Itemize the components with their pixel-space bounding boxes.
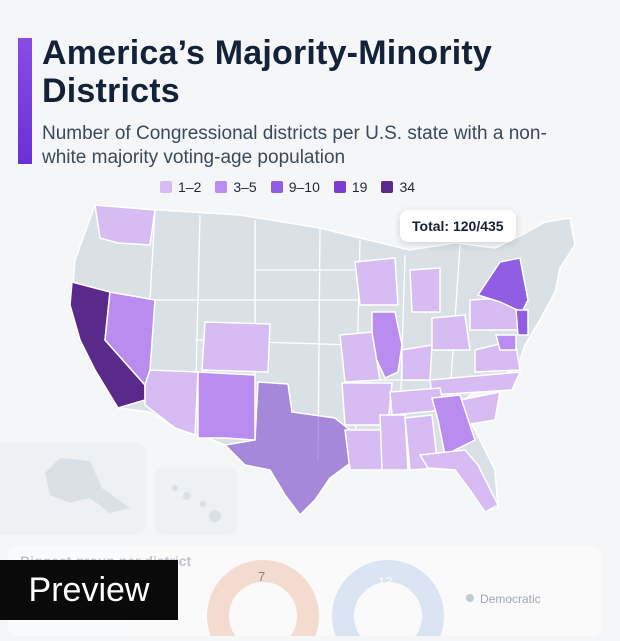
legend-item: 1–2 [160,179,201,195]
state-maryland [495,334,517,351]
accent-bar [18,38,32,164]
state-arizona [144,369,199,437]
legend-item: 34 [381,179,415,195]
state-colorado [201,321,271,373]
state-washington [94,204,156,246]
hawaii-shape [172,485,221,522]
legend-item: 19 [333,179,368,195]
bottom-donuts: 7 13 Democratic [207,560,541,641]
state-new-jersey [515,309,529,336]
legend-item: 9–10 [270,179,320,195]
legend-label: 9–10 [288,179,320,195]
map-legend: 1–2 3–5 9–10 19 34 [160,179,415,195]
legend-swatch [160,181,172,193]
legend-swatch [215,181,228,193]
page-subtitle: Number of Congressional districts per U.… [42,123,547,168]
legend-swatch [333,181,346,193]
legend-party: Democratic [480,592,541,606]
donut-value: 13 [378,574,392,589]
legend-item: 3–5 [215,179,257,195]
alaska-inset [0,443,145,533]
state-florida [418,449,499,513]
legend-label: 3–5 [233,179,257,195]
light-states [339,257,523,471]
state-georgia [431,394,476,457]
state-new-mexico [197,371,256,441]
alaska-shape [45,458,130,513]
state-texas [223,381,353,517]
total-badge: Total: 120/435 [400,210,516,242]
legend-swatch [270,181,283,193]
state-new-york [476,257,529,313]
preview-label: Preview [0,560,178,620]
donut-value: 7 [258,569,265,584]
legend-swatch [381,181,394,193]
page-title: America’s Majority-Minority Districts [42,34,493,110]
legend-label: 34 [399,179,416,195]
legend-label: 19 [351,179,368,195]
us-map [69,204,576,517]
legend-label: 1–2 [178,179,202,195]
hawaii-inset [155,468,237,533]
